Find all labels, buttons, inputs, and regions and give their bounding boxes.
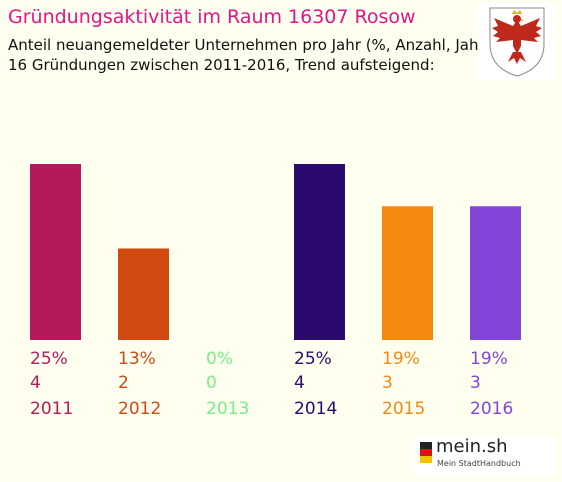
count-label-2015: 3 xyxy=(382,373,393,393)
bar-2011 xyxy=(30,164,81,340)
count-label-2016: 3 xyxy=(470,373,481,393)
percent-label-2012: 13% xyxy=(118,349,156,369)
chart-summary: 16 Gründungen zwischen 2011-2016, Trend … xyxy=(8,56,435,74)
year-label-2014: 2014 xyxy=(294,399,337,419)
percent-label-2011: 25% xyxy=(30,349,68,369)
logo-tagline: Mein StadtHandbuch xyxy=(437,459,521,468)
percent-label-2014: 25% xyxy=(294,349,332,369)
bar-2015 xyxy=(382,206,433,340)
year-label-2016: 2016 xyxy=(470,399,513,419)
year-label-2013: 2013 xyxy=(206,399,249,419)
bar-2016 xyxy=(470,206,521,340)
percent-label-2015: 19% xyxy=(382,349,420,369)
percent-label-2013: 0% xyxy=(206,349,233,369)
logo-name: mein.sh xyxy=(436,436,508,457)
count-label-2014: 4 xyxy=(294,373,305,393)
count-label-2013: 0 xyxy=(206,373,217,393)
year-label-2012: 2012 xyxy=(118,399,161,419)
chart-subtitle: Anteil neuangemeldeter Unternehmen pro J… xyxy=(8,36,491,54)
count-label-2012: 2 xyxy=(118,373,129,393)
year-label-2011: 2011 xyxy=(30,399,73,419)
logo xyxy=(414,436,554,476)
germany-flag-icon xyxy=(420,442,432,463)
bar-2012 xyxy=(118,248,169,340)
bar-2014 xyxy=(294,164,345,340)
coat-of-arms-icon xyxy=(478,2,556,80)
year-label-2015: 2015 xyxy=(382,399,425,419)
percent-label-2016: 19% xyxy=(470,349,508,369)
count-label-2011: 4 xyxy=(30,373,41,393)
chart-title: Gründungsaktivität im Raum 16307 Rosow xyxy=(8,6,416,28)
